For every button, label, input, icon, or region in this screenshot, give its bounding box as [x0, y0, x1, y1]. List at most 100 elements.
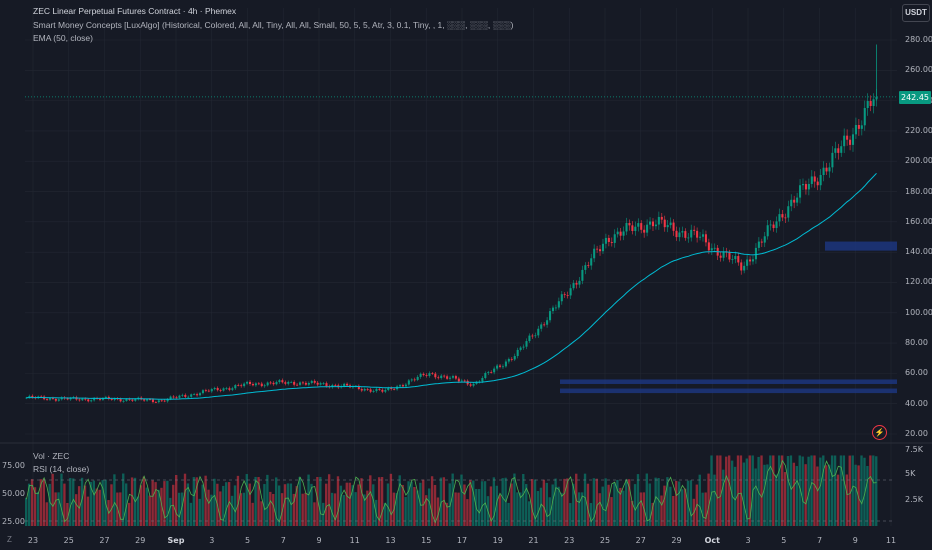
candle-body	[254, 383, 257, 386]
volume-bar	[848, 455, 851, 526]
candle-body	[516, 349, 519, 357]
volume-bar	[342, 495, 346, 526]
volume-bar	[401, 485, 404, 526]
volume-bar	[489, 486, 493, 526]
candle-body	[710, 248, 713, 251]
volume-bar	[810, 455, 813, 526]
lightning-icon[interactable]: ⚡	[872, 425, 887, 440]
volume-bar	[339, 485, 343, 526]
volume-bar	[110, 484, 113, 526]
volume-tick-label: 5K	[905, 469, 916, 478]
rsi-tick-label: 75.00	[2, 461, 25, 470]
candle-body	[699, 236, 702, 238]
candle-body	[357, 385, 360, 390]
candle-body	[604, 237, 607, 244]
candle-body	[25, 397, 28, 399]
candle-body	[69, 397, 72, 400]
volume-bar	[263, 484, 266, 526]
candle-body	[216, 387, 219, 391]
volume-bar	[242, 492, 246, 526]
volume-bar	[166, 480, 169, 526]
price-tick-label: 80.00	[905, 338, 928, 348]
volume-bar	[142, 476, 146, 526]
volume-bar	[366, 490, 369, 526]
volume-bar	[672, 495, 675, 526]
candle-body	[722, 251, 725, 258]
volume-bar	[283, 484, 287, 526]
time-tick-label: 23	[564, 536, 575, 545]
candle-body	[769, 224, 772, 226]
candle-body	[363, 388, 366, 391]
volume-label[interactable]: Vol · ZEC	[33, 451, 70, 461]
candle-body	[813, 176, 816, 182]
volume-bar	[766, 464, 769, 526]
candle-body	[104, 396, 107, 398]
candle-body	[469, 384, 472, 386]
candle-body	[428, 373, 431, 376]
volume-bar	[795, 466, 798, 526]
volume-bar	[816, 466, 819, 526]
candle-body	[493, 368, 496, 373]
candle-body	[690, 229, 693, 238]
indicator-ema-label[interactable]: EMA (50, close)	[33, 33, 93, 43]
volume-bar	[27, 483, 31, 526]
candle-body	[78, 399, 81, 401]
time-tick-label: 23	[27, 536, 39, 545]
candle-body	[746, 259, 749, 266]
price-tick-label: 260.00	[905, 65, 932, 75]
volume-bar	[813, 455, 816, 526]
candle-body	[31, 395, 34, 398]
candle-body	[431, 373, 434, 374]
candle-body	[672, 222, 675, 231]
candle-body	[290, 381, 293, 383]
candle-body	[404, 384, 407, 387]
currency-button[interactable]: USDT	[902, 4, 930, 22]
volume-bar	[175, 474, 178, 526]
candle-body	[625, 222, 628, 232]
candle-body	[607, 237, 610, 242]
candle-body	[825, 167, 828, 172]
volume-bar	[536, 491, 540, 526]
candle-body	[313, 380, 316, 383]
volume-bar	[713, 474, 716, 526]
candle-body	[181, 394, 184, 396]
volume-bar	[763, 464, 766, 526]
time-tick-label: 19	[492, 536, 503, 545]
volume-bar	[327, 474, 331, 526]
candle-body	[866, 101, 869, 109]
volume-bar	[830, 455, 834, 526]
time-tick-label: 11	[885, 536, 897, 545]
candle-body	[540, 324, 543, 329]
candle-body	[463, 380, 466, 382]
candle-body	[575, 283, 578, 285]
candle-body	[560, 294, 563, 302]
rsi-label[interactable]: RSI (14, close)	[33, 464, 90, 474]
volume-bar	[677, 481, 681, 526]
time-tick-label: 25	[63, 536, 74, 545]
candle-body	[475, 381, 478, 384]
volume-bar	[304, 492, 307, 526]
candle-body	[757, 241, 760, 248]
candle-body	[563, 294, 566, 296]
volume-bar	[839, 455, 843, 526]
volume-bar	[98, 489, 101, 526]
indicator-smc-label[interactable]: Smart Money Concepts [LuxAlgo] (Historic…	[33, 20, 514, 30]
candle-body	[272, 382, 275, 385]
volume-bar	[177, 492, 181, 526]
time-tick-label: 13	[385, 536, 396, 545]
timezone-button[interactable]: Z	[7, 535, 12, 544]
candle-body	[263, 385, 266, 387]
candle-body	[554, 307, 557, 309]
volume-bar	[822, 455, 825, 526]
volume-bar	[116, 492, 119, 526]
time-tick-label: 15	[421, 536, 432, 545]
candle-body	[334, 384, 337, 386]
candle-body	[628, 222, 631, 226]
volume-bar	[83, 485, 87, 526]
candle-body	[663, 219, 666, 228]
volume-bar	[198, 498, 201, 526]
volume-bar	[363, 494, 366, 526]
candle-body	[213, 387, 216, 390]
candle-body	[481, 378, 484, 382]
